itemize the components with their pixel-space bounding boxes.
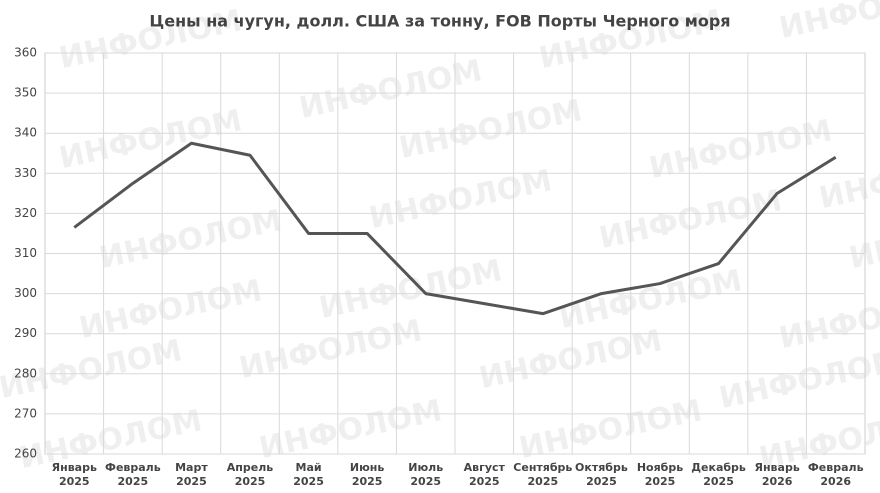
x-tick-label: Ноябрь 2025: [637, 461, 683, 488]
y-tick-label: 280: [14, 366, 37, 380]
x-tick-label: Май 2025: [293, 461, 324, 488]
x-tick-label: Февраль 2025: [105, 461, 161, 488]
x-tick-label: Август 2025: [464, 461, 506, 488]
watermark: ИНФОЛОМ: [56, 103, 245, 176]
watermark: ИНФОЛОМ: [296, 53, 485, 126]
y-tick-label: 350: [14, 86, 37, 100]
watermark: ИНФОЛОМ: [716, 343, 880, 416]
watermark: ИНФОЛОМ: [516, 393, 705, 466]
watermark: ИНФОЛОМ: [816, 143, 880, 216]
y-tick-label: 270: [14, 406, 37, 420]
x-tick-label: Сентябрь 2025: [513, 461, 572, 488]
y-tick-label: 290: [14, 326, 37, 340]
watermark: ИНФОЛОМ: [256, 393, 445, 466]
y-tick-label: 340: [14, 126, 37, 140]
watermark: ИНФОЛОМ: [366, 163, 555, 236]
y-tick-label: 310: [14, 246, 37, 260]
x-tick-label: Январь 2026: [754, 461, 799, 488]
x-tick-label: Декабрь 2025: [691, 461, 746, 488]
watermark: ИНФОЛОМ: [846, 203, 880, 276]
watermark: ИНФОЛОМ: [776, 0, 880, 46]
y-tick-label: 360: [14, 46, 37, 60]
x-tick-label: Июль 2025: [408, 461, 443, 488]
x-tick-label: Февраль 2026: [808, 461, 864, 488]
data-line: [73, 141, 837, 316]
watermark: ИНФОЛОМ: [96, 203, 285, 276]
y-tick-label: 320: [14, 206, 37, 220]
watermark: ИНФОЛОМ: [776, 283, 880, 356]
watermark: ИНФОЛОМ: [396, 93, 585, 166]
y-tick-label: 330: [14, 166, 37, 180]
x-tick-label: Июнь 2025: [350, 461, 385, 488]
x-tick-label: Октябрь 2025: [575, 461, 628, 488]
x-tick-label: Январь 2025: [52, 461, 97, 488]
y-tick-label: 300: [14, 286, 37, 300]
y-tick-label: 260: [14, 447, 37, 461]
chart-title: Цены на чугун, долл. США за тонну, FOB П…: [149, 12, 730, 31]
x-tick-label: Март 2025: [175, 461, 208, 488]
x-tick-label: Апрель 2025: [227, 461, 274, 488]
